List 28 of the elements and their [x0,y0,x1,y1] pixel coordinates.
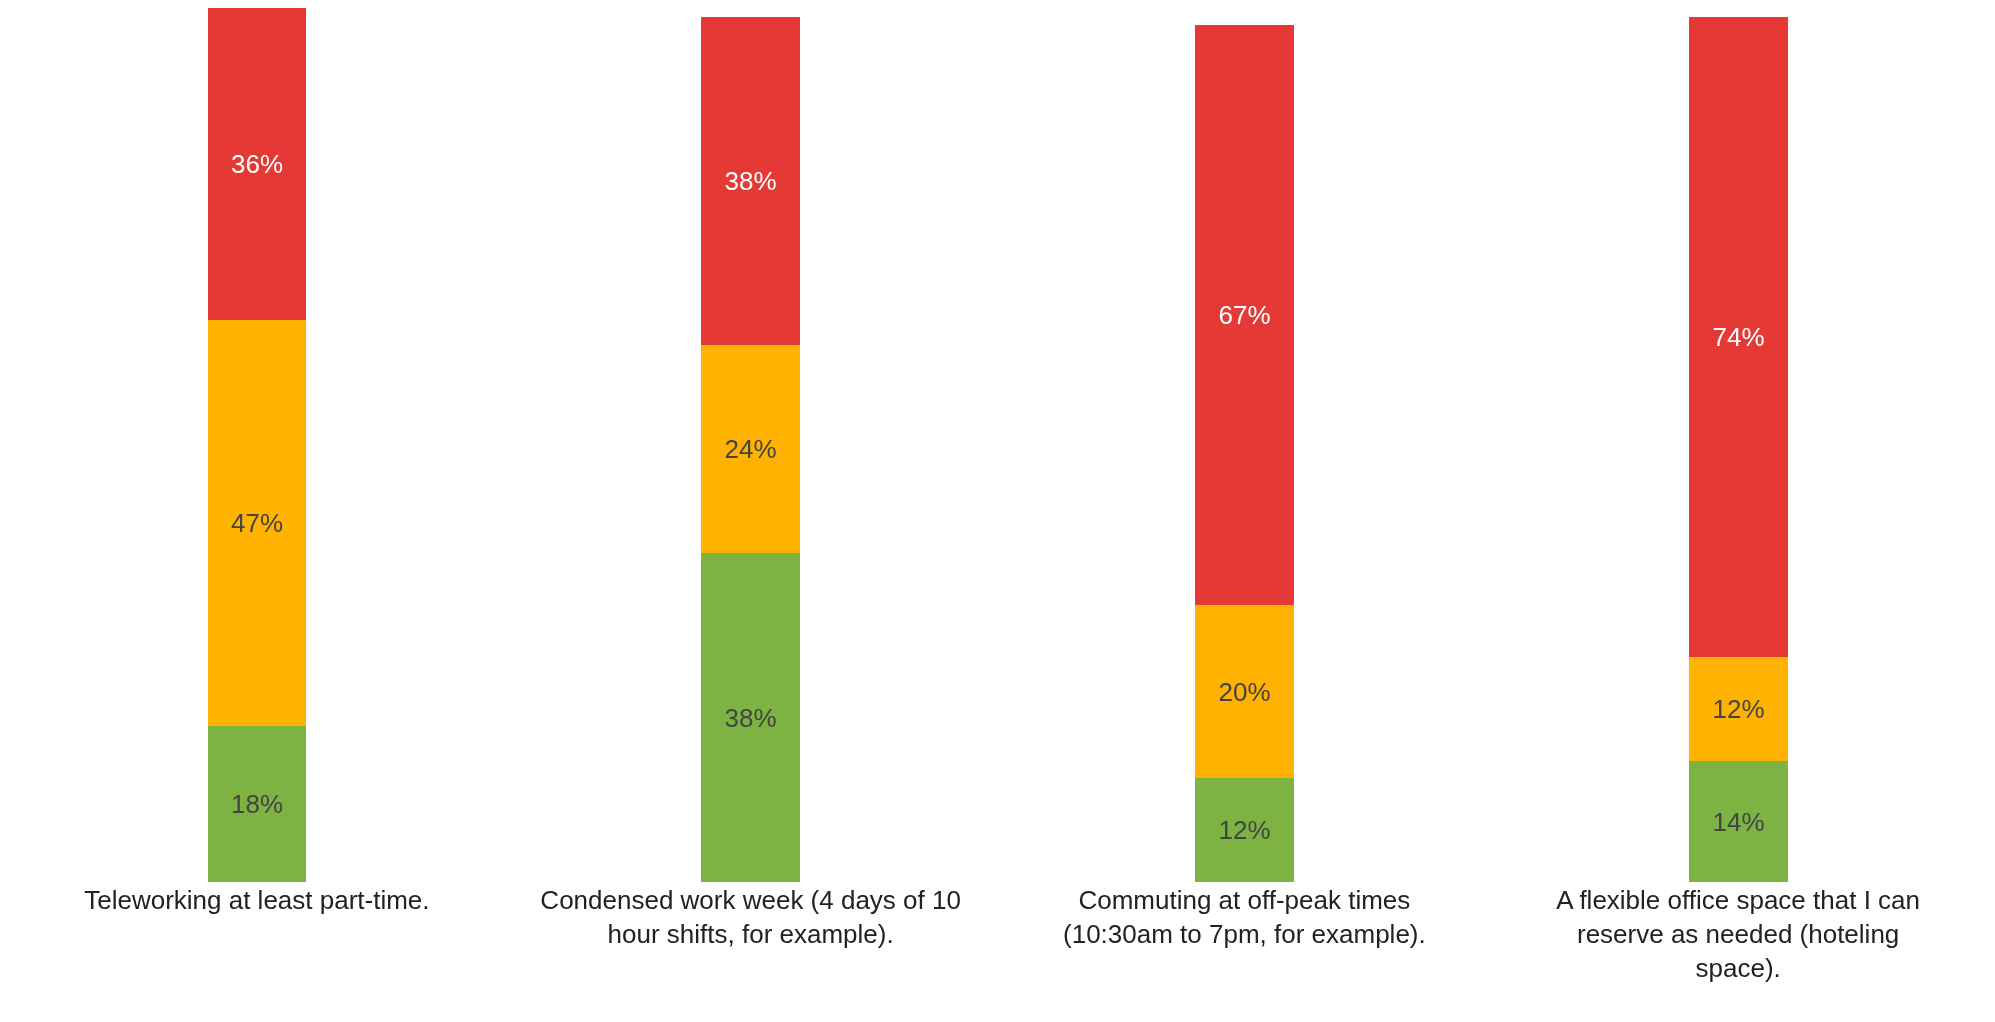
data-label: 38% [724,702,777,733]
x-tick-label: A flexible office space that I can reserve as needed (hoteling space). [1556,885,1921,983]
data-label: 38% [724,166,777,196]
bar [1689,761,1788,882]
data-label: 74% [1712,322,1765,352]
bar [701,553,800,882]
bar [1195,605,1294,778]
data-label: 12% [1712,694,1765,724]
bar [701,345,800,553]
data-label: 24% [724,434,777,464]
x-tick-label: Commuting at off-peak times (10:30am to 7pm, for example). [1063,885,1426,949]
x-tick-label: Condensed work week (4 days of 10 hour shifts, for example). [540,885,961,949]
bar [1195,25,1294,605]
data-label: 47% [230,508,284,538]
bar [701,17,800,345]
data-label: 20% [1218,676,1271,707]
bar [208,8,306,320]
x-tick-label: Teleworking at least part-time. [84,885,430,915]
data-label: 36% [230,149,284,179]
bar [1689,17,1788,657]
bar [1195,778,1294,882]
bar [1689,657,1788,761]
data-label: 67% [1218,300,1271,330]
data-label: 18% [230,789,284,819]
bar [208,726,306,882]
data-label: 12% [1218,815,1271,845]
data-label: 14% [1712,806,1765,837]
bar [208,320,306,726]
